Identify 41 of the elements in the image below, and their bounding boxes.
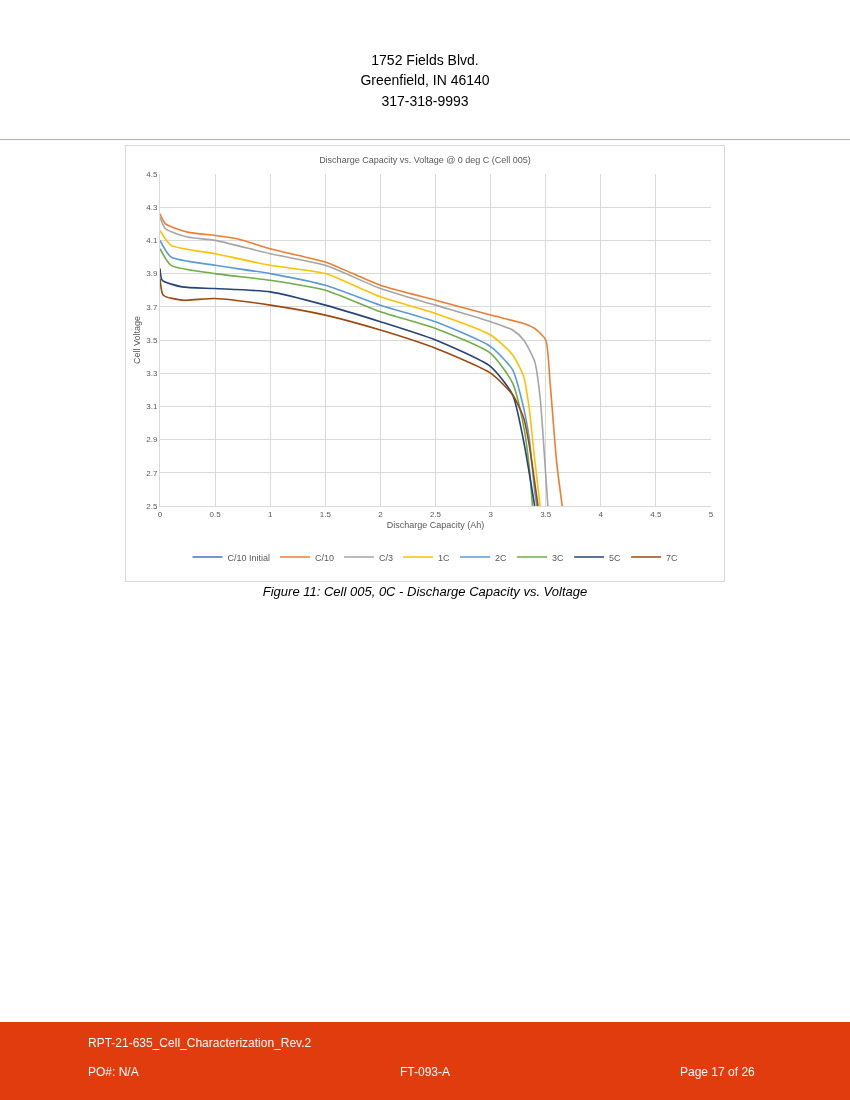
text: Page 17 of 26 <box>680 1065 755 1079</box>
x-tick-label: 0 <box>157 509 163 519</box>
y-tick-label: 3.9 <box>146 269 158 279</box>
text: RPT-21-635_Cell_Characterization_Rev.2 <box>88 1036 312 1050</box>
y-tick-label: 3.5 <box>146 335 158 345</box>
caption: Figure 11: Cell 005, 0C - Discharge Capacity vs. Voltage <box>262 584 588 599</box>
text: PO#: N/A <box>88 1065 139 1079</box>
y-tick-label: 4.1 <box>146 236 158 246</box>
y-tick-label: 3.1 <box>146 402 158 412</box>
legend-label: C/10 <box>315 552 335 563</box>
legend-label: 1C <box>438 552 451 563</box>
y-tick-label: 3.3 <box>146 369 158 378</box>
x-tick-label: 1.5 <box>319 509 332 519</box>
legend-label: 2C <box>495 552 508 563</box>
y-tick-label: 4.3 <box>146 203 158 212</box>
x-tick-label: 2.5 <box>429 509 442 519</box>
x-axis-title: Discharge Capacity (Ah) <box>386 520 485 531</box>
x-tick-label: 2 <box>378 509 384 519</box>
y-tick-label: 3.7 <box>146 302 158 312</box>
x-tick-label: 3.5 <box>540 509 552 519</box>
x-tick-label: 5 <box>708 509 714 519</box>
y-axis-title: Cell Voltage <box>131 315 142 365</box>
legend-label: 5C <box>609 552 622 563</box>
y-tick-label: 2.7 <box>146 468 158 478</box>
legend-label: 7C <box>666 552 679 563</box>
y-tick-label: 2.9 <box>146 435 158 445</box>
text: Greenfield, IN 46140 <box>360 72 490 88</box>
x-tick-label: 1 <box>267 509 273 519</box>
legend-label: C/10 Initial <box>227 552 271 563</box>
text: FT-093-A <box>400 1065 451 1079</box>
x-tick-label: 3 <box>488 509 494 519</box>
x-tick-label: 4 <box>598 509 604 519</box>
x-tick-label: 0.5 <box>209 509 222 519</box>
chart-title: Discharge Capacity vs. Voltage @ 0 deg C (Cell 005) <box>319 155 531 166</box>
legend-label: C/3 <box>379 552 394 563</box>
y-tick-label: 2.5 <box>146 501 158 511</box>
text: 1752 Fields Blvd. <box>371 52 479 68</box>
x-tick-label: 4.5 <box>650 509 663 519</box>
text: 317-318-9993 <box>381 93 469 109</box>
legend-label: 3C <box>552 552 565 563</box>
y-tick-label: 4.5 <box>146 169 158 179</box>
